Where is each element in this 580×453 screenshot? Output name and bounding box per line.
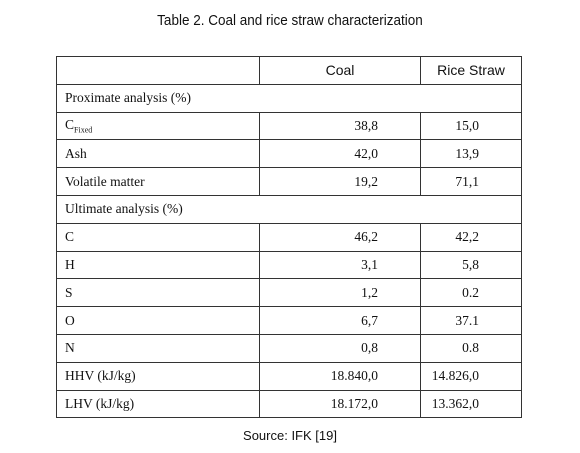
value-cell: 14.826,0 [420, 361, 522, 391]
header-row: Coal Rice Straw [56, 56, 522, 85]
value-cell: 0,8 [259, 333, 421, 363]
value-cell: 19,2 [259, 167, 421, 196]
header-cell [56, 56, 260, 85]
table-body: Proximate analysis (%) CFixed 38,8 15,0 Ash 4… [56, 83, 522, 419]
data-row: Volatile matter 19,2 71,1 [56, 167, 522, 196]
value-cell: 15,0 [420, 111, 522, 141]
data-row: N 0,8 0.8 [56, 333, 522, 363]
value-cell: 13,9 [420, 139, 522, 169]
row-label: O [65, 312, 75, 328]
data-row: S 1,2 0.2 [56, 278, 522, 308]
value-cell: 1,2 [259, 278, 421, 308]
row-label: N [65, 340, 75, 356]
table: Coal Rice Straw Proximate analysis (%) CF… [56, 56, 522, 419]
row-label-cell: N [56, 333, 260, 363]
value-cell: 13.362,0 [420, 389, 522, 419]
data-row: O 6,7 37.1 [56, 306, 522, 335]
row-label-subscript: Fixed [74, 125, 93, 135]
row-label: C [65, 117, 75, 133]
row-label: LHV (kJ/kg) [65, 395, 135, 411]
row-label: C [65, 229, 75, 245]
value-cell: 0.2 [420, 278, 522, 308]
data-row: CFixed 38,8 15,0 [56, 111, 522, 141]
row-label-cell: H [56, 250, 260, 280]
row-label: S [65, 284, 73, 300]
row-label-cell: S [56, 278, 260, 308]
value-cell: 42,0 [259, 139, 421, 169]
data-row: Ash 42,0 13,9 [56, 139, 522, 169]
section-heading: Proximate analysis (%) [56, 83, 522, 113]
value-cell: 0.8 [420, 333, 522, 363]
table-title: Table 2. Coal and rice straw characteriz… [157, 12, 423, 29]
section-row: Proximate analysis (%) [56, 83, 522, 113]
value-cell: 18.172,0 [259, 389, 421, 419]
section-row: Ultimate analysis (%) [56, 194, 522, 224]
row-label-cell: CFixed [56, 111, 260, 141]
row-label-cell: Ash [56, 139, 260, 169]
row-label-cell: O [56, 306, 260, 335]
row-label: H [65, 256, 75, 272]
row-label: Ash [65, 145, 87, 161]
data-row: LHV (kJ/kg) 18.172,0 13.362,0 [56, 389, 522, 419]
header-cell: Rice Straw [420, 56, 522, 85]
row-label-cell: C [56, 222, 260, 252]
data-row: C 46,2 42,2 [56, 222, 522, 252]
row-label: HHV (kJ/kg) [65, 368, 136, 384]
section-heading: Ultimate analysis (%) [56, 194, 522, 224]
value-cell: 71,1 [420, 167, 522, 196]
value-cell: 6,7 [259, 306, 421, 335]
value-cell: 42,2 [420, 222, 522, 252]
data-row: HHV (kJ/kg) 18.840,0 14.826,0 [56, 361, 522, 391]
value-cell: 18.840,0 [259, 361, 421, 391]
source-note: Source: IFK [19] [243, 428, 337, 443]
value-cell: 5,8 [420, 250, 522, 280]
value-cell: 3,1 [259, 250, 421, 280]
value-cell: 46,2 [259, 222, 421, 252]
data-row: H 3,1 5,8 [56, 250, 522, 280]
header-cell: Coal [259, 56, 421, 85]
row-label-cell: Volatile matter [56, 167, 260, 196]
value-cell: 38,8 [259, 111, 421, 141]
value-cell: 37.1 [420, 306, 522, 335]
row-label-cell: HHV (kJ/kg) [56, 361, 260, 391]
row-label-cell: LHV (kJ/kg) [56, 389, 260, 419]
row-label: Volatile matter [65, 173, 145, 189]
